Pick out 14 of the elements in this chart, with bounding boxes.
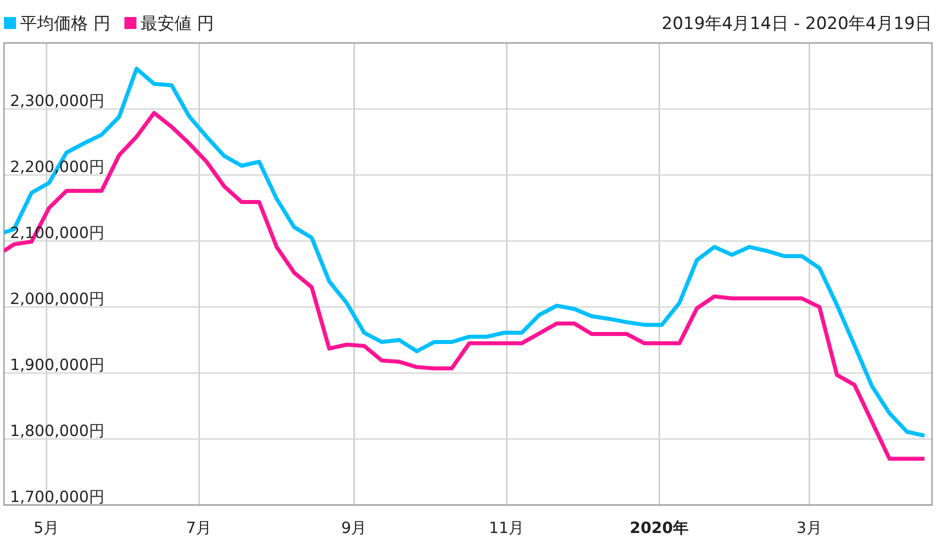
x-tick-label: 11月 <box>488 519 525 537</box>
x-tick-label: 9月 <box>341 519 368 537</box>
y-tick-label: 1,900,000円 <box>10 356 105 374</box>
x-tick-label: 3月 <box>796 519 822 537</box>
x-tick-label: 7月 <box>186 519 212 537</box>
y-tick-label: 1,800,000円 <box>10 422 105 440</box>
y-tick-label: 1,700,000円 <box>10 488 105 506</box>
y-tick-label: 2,300,000円 <box>10 92 105 110</box>
legend-label: 平均価格 円 <box>20 14 110 34</box>
chart-subtitle: 2019年4月14日 - 2020年4月19日 <box>662 14 932 34</box>
x-tick-label: 5月 <box>34 519 60 537</box>
legend-label: 最安値 円 <box>140 14 214 34</box>
y-tick-label: 2,000,000円 <box>10 290 105 308</box>
x-tick-label: 2020年 <box>630 519 689 537</box>
